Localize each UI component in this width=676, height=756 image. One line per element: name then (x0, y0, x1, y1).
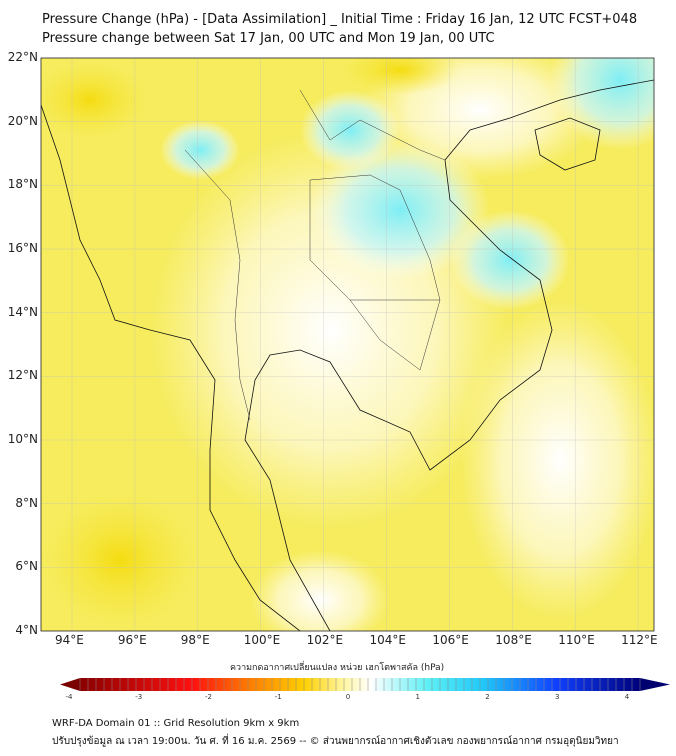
colorbar-label: ความกดอากาศเปลี่ยนแปลง หน่วย เฮกโตพาสคัล… (230, 663, 445, 673)
lon-label: 110°E (558, 633, 595, 647)
lat-label: 4°N (15, 623, 38, 637)
lon-label: 94°E (55, 633, 84, 647)
lon-label: 96°E (117, 633, 147, 647)
footer-model-info: WRF-DA Domain 01 :: Grid Resolution 9km … (52, 718, 300, 729)
colorbar-tick-label: 4 (624, 693, 630, 701)
pressure-field (41, 58, 654, 631)
chart-title: Pressure Change (hPa) - [Data Assimilati… (42, 12, 638, 27)
lon-label: 106°E (432, 633, 469, 647)
footer-credits: ปรับปรุงข้อมูล ณ เวลา 19:00น. วัน ศ. ที่… (52, 736, 619, 747)
colorbar-tick-label: 3 (555, 693, 560, 701)
lat-label: 16°N (7, 241, 38, 256)
lat-label: 20°N (7, 113, 38, 128)
colorbar-tick-label: -2 (205, 693, 212, 701)
colorbar-tick-label: -3 (135, 693, 143, 701)
lat-label: 8°N (15, 495, 38, 510)
coastlines (41, 79, 654, 631)
lon-label: 100°E (243, 633, 281, 647)
lon-label: 98°E (180, 633, 210, 647)
lat-label: 6°N (15, 559, 38, 574)
colorbar-tick-label: 0 (345, 693, 351, 701)
borders (184, 89, 446, 421)
chart-subtitle: Pressure change between Sat 17 Jan, 00 U… (42, 31, 495, 46)
colorbar-tick-label: -4 (65, 693, 73, 701)
colorbar-tick-label: -1 (274, 693, 282, 701)
lat-label: 12°N (7, 368, 38, 383)
lat-label: 22°N (7, 50, 38, 65)
lon-label: 108°E (495, 633, 532, 647)
lat-label: 18°N (7, 177, 38, 192)
lon-label: 104°E (369, 633, 407, 647)
lon-label: 102°E (306, 633, 344, 647)
colorbar (60, 678, 670, 691)
lat-label: 14°N (7, 304, 38, 319)
colorbar-tick-label: 2 (485, 693, 490, 701)
colorbar-tick-label: 1 (415, 693, 420, 701)
lat-label: 10°N (7, 432, 38, 447)
lon-label: 112°E (621, 633, 658, 647)
